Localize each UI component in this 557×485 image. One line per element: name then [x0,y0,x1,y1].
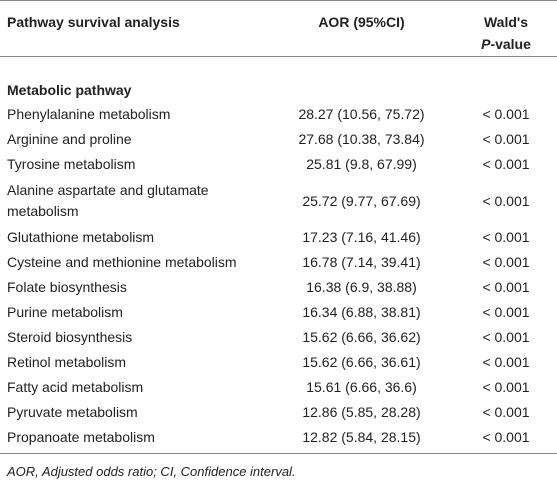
p-value: < 0.001 [482,192,530,209]
table-row: Phenylalanine metabolism 28.27 (10.56, 75… [0,102,557,127]
p-value: < 0.001 [482,329,530,345]
p-value: < 0.001 [482,279,530,295]
header-text: -value [490,36,531,52]
table-row: Folate biosynthesis 16.38 (6.9, 38.88) < 0… [0,275,557,300]
table-row: Purine metabolism 16.34 (6.88, 38.81) < 0.… [0,300,557,325]
pathway-name: Tyrosine metabolism [7,156,136,172]
aor-value: 27.68 (10.38, 73.84) [298,131,425,147]
p-value: < 0.001 [482,404,530,420]
aor-value: 15.61 (6.66, 36.6) [306,379,417,395]
aor-value: 15.62 (6.66, 36.62) [302,329,421,345]
table-row: Retinol metabolism 15.62 (6.66, 36.61) < 0… [0,350,557,375]
section-label: Metabolic pathway [7,82,132,98]
pathway-name: Retinol metabolism [7,354,127,370]
table-row: Tyrosine metabolism 25.81 (9.8, 67.99) < 0… [0,152,557,177]
aor-value: 15.62 (6.66, 36.61) [302,354,421,370]
header-cell: Pathway survival analysis [7,14,180,30]
aor-value: 16.34 (6.88, 38.81) [302,304,421,320]
header-cell: AOR (95%CI) [318,14,405,30]
aor-value: 16.78 (7.14, 39.41) [302,254,421,270]
table-row: Fatty acid metabolism 15.61 (6.66, 36.6) <… [0,375,557,400]
aor-value: 12.86 (5.85, 28.28) [302,404,421,420]
pathway-name: Fatty acid metabolism [7,379,144,395]
pathway-name: Folate biosynthesis [7,279,127,295]
table-row: Pyruvate metabolism 12.86 (5.85, 28.28) < … [0,400,557,425]
table-row: Propanoate metabolism 12.82 (5.84, 28.15)… [0,425,557,454]
p-value: < 0.001 [482,106,530,122]
header-italic: P [481,36,491,52]
table-row: Glutathione metabolism 17.23 (7.16, 41.46… [0,225,557,250]
pathway-name: Glutathione metabolism [7,229,155,245]
pathway-name: Propanoate metabolism [7,429,155,445]
p-value: < 0.001 [482,131,530,147]
table-body: Metabolic pathway Phenylalanine metaboli… [0,57,557,454]
pathway-name: Purine metabolism [7,304,123,320]
header-row: Pathway survival analysis AOR (95%CI) Wa… [0,0,557,57]
aor-value: 28.27 (10.56, 75.72) [298,106,425,122]
pathway-name: Arginine and proline [7,131,132,147]
results-table: Pathway survival analysis AOR (95%CI) Wa… [0,0,557,454]
p-value: < 0.001 [482,156,530,172]
pathway-name: Steroid biosynthesis [7,329,133,345]
table-row: Cysteine and methionine metabolism 16.78 … [0,250,557,275]
aor-value: 25.72 (9.77, 67.69) [302,192,421,209]
section-row: Metabolic pathway [0,57,557,103]
table-row: Arginine and proline 27.68 (10.38, 73.84)… [0,127,557,152]
p-value: < 0.001 [482,429,530,445]
header-text: Wald's [483,14,529,30]
pathway-name: Pyruvate metabolism [7,404,138,420]
footnote: AOR, Adjusted odds ratio; CI, Confidence… [7,464,296,479]
aor-value: 12.82 (5.84, 28.15) [302,429,421,445]
p-value: < 0.001 [482,304,530,320]
aor-value: 17.23 (7.16, 41.46) [302,229,421,245]
p-value: < 0.001 [482,254,530,270]
table-header: Pathway survival analysis AOR (95%CI) Wa… [0,0,557,57]
pathway-name: Cysteine and methionine metabolism [7,254,237,270]
header-cell: Wald's P-value [455,1,557,57]
aor-value: 25.81 (9.8, 67.99) [306,156,417,172]
p-value: < 0.001 [482,354,530,370]
table-row: Alanine aspartate and glutamate metaboli… [0,177,557,225]
pathway-name: Phenylalanine metabolism [7,106,171,122]
table-row: Steroid biosynthesis 15.62 (6.66, 36.62) <… [0,325,557,350]
p-value: < 0.001 [482,379,530,395]
pathway-name: Alanine aspartate and glutamate metaboli… [7,182,209,219]
aor-value: 16.38 (6.9, 38.88) [306,279,417,295]
p-value: < 0.001 [482,229,530,245]
